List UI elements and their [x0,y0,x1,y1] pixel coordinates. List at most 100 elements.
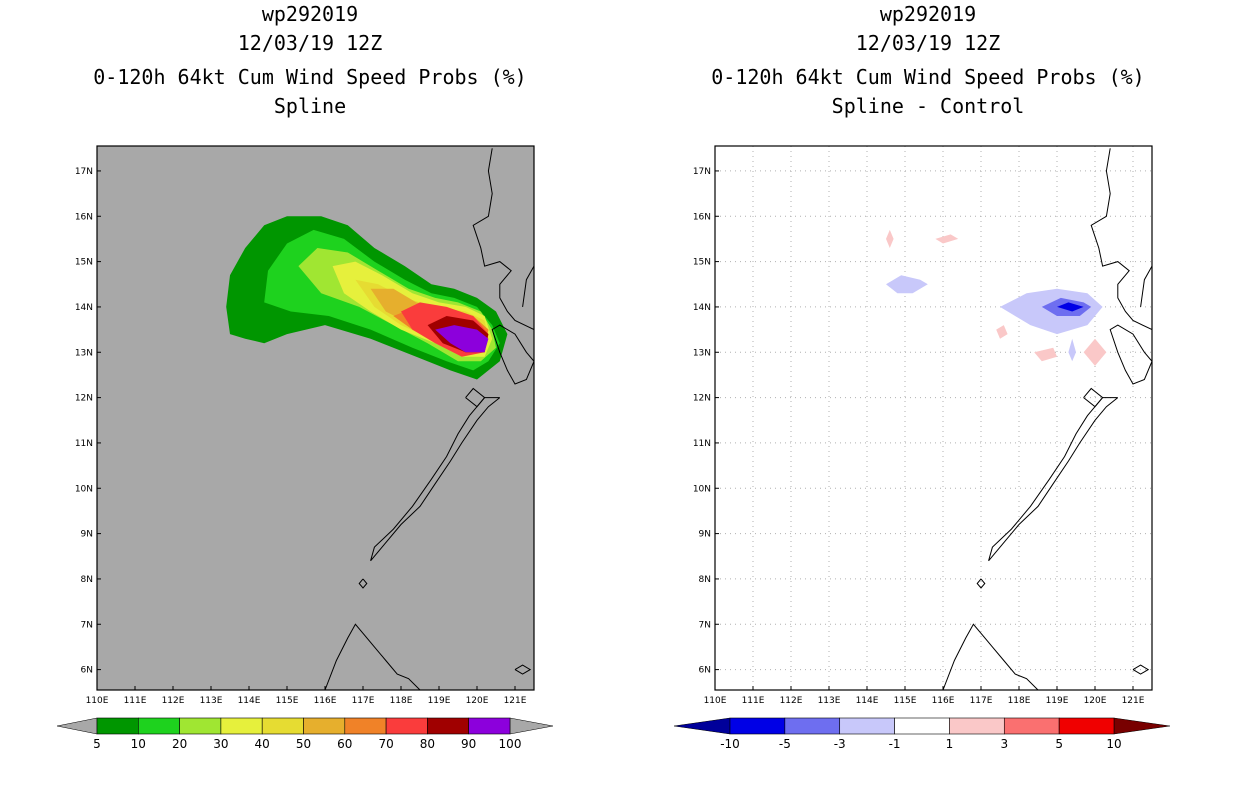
left-colorbar-label: 5 [93,737,101,751]
right-colorbar-label: 1 [946,737,954,751]
left-y-tick-label: 14N [75,303,93,313]
right-y-tick-label: 9N [699,530,711,540]
right-colorbar-label: -5 [779,737,791,751]
right-coastline [1083,387,1104,408]
left-colorbar-swatch [96,717,139,735]
left-x-tick-label: 118E [390,696,413,706]
left-colorbar-swatch [468,717,511,735]
right-colorbar-swatch [839,717,895,735]
right-y-tick-label: 11N [693,439,711,449]
left-plot: 110E 111E 112E 113E 114E 115E 116E 117E 118E 119E… [56,145,554,751]
right-x-tick-label: 112E [780,696,803,706]
left-colorbar-swatch [427,717,469,735]
left-y-tick-label: 17N [75,167,93,177]
right-colorbar-swatch [894,717,950,735]
right-colorbar-swatch [1058,717,1115,735]
right-colorbar-label: 3 [1000,737,1008,751]
right-colorbar-label: -10 [720,737,740,751]
right-plot-title-line3: 0-120h 64kt Cum Wind Speed Probs (%) [711,65,1145,89]
left-colorbar-label: 20 [172,737,187,751]
right-contour-5 [886,229,894,248]
left-coastline [465,387,486,408]
right-contour-7 [996,325,1008,339]
left-colorbar-swatch [385,717,428,735]
left-coastline [472,148,534,331]
right-contour-9 [1083,338,1107,366]
left-coastline [370,397,501,562]
right-y-tick-label: 13N [693,348,711,358]
left-plot-title-line1: wp292019 [261,2,359,26]
left-colorbar-label: 30 [213,737,228,751]
right-y-tick-label: 15N [693,258,711,268]
right-coastline [1090,148,1152,331]
right-colorbar-label: -3 [834,737,846,751]
left-x-tick-label: 111E [124,696,147,706]
right-colorbar: -10 -5 -3 -1 1 3 5 10 [673,717,1171,751]
right-y-tick-label: 10N [693,484,711,494]
left-colorbar-swatch [344,717,387,735]
left-y-tick-label: 15N [75,258,93,268]
left-colorbar-label: 100 [499,737,522,751]
left-colorbar-swatch [261,717,304,735]
left-y-tick-label: 12N [75,394,93,404]
right-x-tick-label: 120E [1084,696,1107,706]
right-plot: 110E 111E 112E 113E 114E 115E 116E 117E 118E 119E… [673,145,1171,751]
right-x-tick-label: 110E [704,696,727,706]
left-y-tick-label: 6N [81,666,93,676]
left-x-tick-label: 120E [466,696,489,706]
right-plot-title-line1: wp292019 [879,2,977,26]
right-x-tick-label: 111E [742,696,765,706]
right-x-tick-label: 117E [970,696,993,706]
left-coastline [522,265,534,307]
left-plot-title-line4: Spline [273,94,347,118]
right-y-tick-label: 12N [693,394,711,404]
left-x-tick-label: 110E [86,696,109,706]
left-colorbar-label: 70 [378,737,393,751]
left-coastline [358,578,368,589]
right-contour-6 [935,234,959,244]
left-plot-frame [96,145,535,691]
left-colorbar-arrow-high [509,717,554,735]
left-coastline [324,623,421,690]
left-colorbar-swatch [138,717,180,735]
left-colorbar: 5 10 20 30 40 50 60 70 80 90 100 [56,717,554,751]
right-plot-area [715,146,1152,690]
left-y-tick-label: 11N [75,439,93,449]
left-y-tick-label: 8N [81,575,93,585]
left-colorbar-label: 90 [461,737,476,751]
left-colorbar-arrow-low [56,717,98,735]
right-colorbar-label: -1 [889,737,901,751]
left-plot-area [226,148,534,690]
left-colorbar-label: 40 [255,737,270,751]
left-plot-title-line2: 12/03/19 12Z [237,31,383,55]
right-plot-title-line4: Spline - Control [831,94,1025,118]
right-coastline [1109,324,1152,385]
left-y-tick-label: 13N [75,348,93,358]
left-x-tick-label: 121E [504,696,527,706]
left-plot-title-line3: 0-120h 64kt Cum Wind Speed Probs (%) [93,65,527,89]
left-contour-9 [435,325,489,353]
right-y-tick-label: 16N [693,212,711,222]
right-coastline [1132,664,1150,675]
right-colorbar-swatch [784,717,841,735]
left-colorbar-label: 80 [420,737,435,751]
left-x-tick-label: 114E [238,696,261,706]
right-x-tick-label: 116E [932,696,955,706]
left-colorbar-label: 50 [296,737,311,751]
left-y-tick-label: 10N [75,484,93,494]
right-y-tick-label: 7N [699,620,711,630]
left-x-tick-label: 115E [276,696,299,706]
right-contour-0 [886,275,928,294]
right-y-tick-label: 14N [693,303,711,313]
left-x-tick-label: 113E [200,696,223,706]
left-y-tick-label: 9N [81,530,93,540]
right-colorbar-label: 10 [1106,737,1121,751]
left-colorbar-swatch [179,717,222,735]
left-x-tick-label: 117E [352,696,375,706]
left-colorbar-swatch [220,717,263,735]
right-colorbar-arrow-high [1113,717,1171,735]
right-contour-3 [1057,302,1084,312]
left-x-tick-label: 112E [162,696,185,706]
left-y-tick-label: 16N [75,212,93,222]
